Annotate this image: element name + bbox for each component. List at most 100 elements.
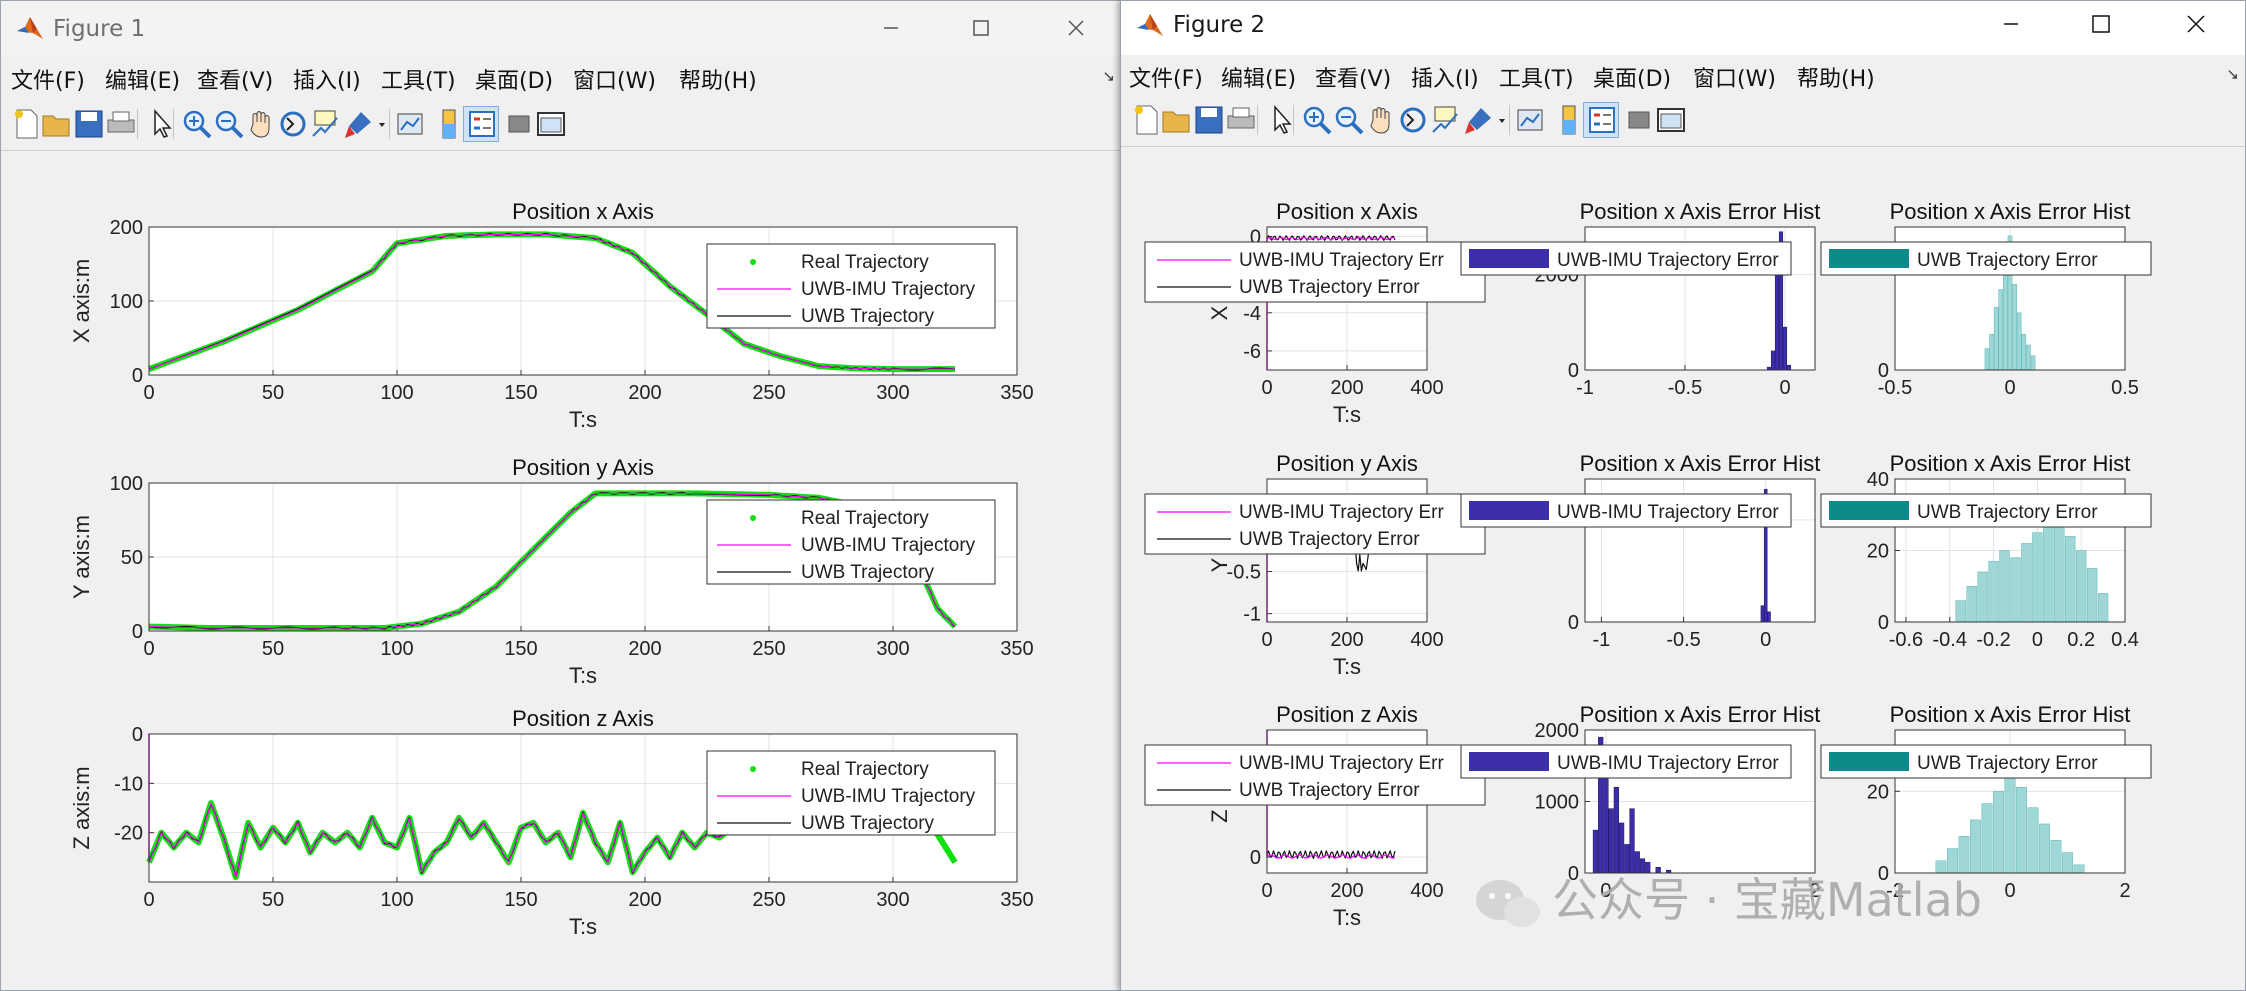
legend-icon [469, 111, 495, 137]
menu-bar: 文件(F) 编辑(E) 查看(V) 插入(I) 工具(T) 桌面(D) 窗口(W… [1121, 57, 2245, 93]
wechat-logo-icon [1476, 880, 1540, 927]
y-tick-label: 200 [110, 217, 143, 239]
title-bar[interactable]: Figure 2 [1121, 1, 2245, 55]
pan-hand-icon [1370, 107, 1390, 134]
hide-plot-tools-button[interactable] [501, 106, 537, 142]
close-button[interactable] [1046, 9, 1106, 47]
x-tick-label: 0 [1760, 629, 1771, 651]
y-tick-label: 1000 [1535, 792, 1580, 814]
menu-file[interactable]: 文件(F) [1129, 67, 1203, 92]
menu-help[interactable]: 帮助(H) [679, 69, 757, 94]
uwb-error-bar [2016, 312, 2022, 371]
x-tick-label: 100 [380, 889, 413, 911]
link-plot-button[interactable] [393, 106, 429, 142]
uwb-error-bar [2043, 514, 2054, 623]
imu-error-bar [1770, 350, 1776, 371]
rotate-3d-button[interactable] [1395, 102, 1431, 138]
menu-file[interactable]: 文件(F) [11, 69, 85, 94]
maximize-button[interactable] [951, 9, 1011, 47]
print-button[interactable] [103, 106, 139, 142]
pan-hand-button[interactable] [243, 106, 279, 142]
hide-plot-tools-icon [1628, 111, 1650, 129]
minimize-button[interactable] [1981, 5, 2041, 43]
show-plot-tools-button[interactable] [533, 106, 569, 142]
legend-label: UWB Trajectory Error [1239, 780, 1420, 801]
show-plot-tools-button[interactable] [1653, 102, 1689, 138]
x-axis-label: T:s [1333, 905, 1361, 930]
y-tick-label: -10 [114, 773, 143, 795]
zoom-in-button[interactable] [1299, 102, 1335, 138]
legend: Real Trajectory UWB-IMU Trajectory UWB Tra… [706, 243, 996, 329]
x-tick-label: 0 [1261, 880, 1272, 902]
legend-label: UWB-IMU Trajectory Err [1239, 502, 1444, 523]
legend-marker-real [750, 515, 756, 521]
menu-view[interactable]: 查看(V) [197, 69, 274, 94]
brush-button[interactable] [341, 106, 389, 142]
new-file-icon [1135, 105, 1158, 135]
data-tips-button[interactable] [1427, 102, 1463, 138]
title-bar[interactable]: Figure 1 [1, 1, 1121, 55]
rotate-3d-button[interactable] [275, 106, 311, 142]
matlab-logo-icon [17, 17, 43, 39]
pointer-button[interactable] [1263, 102, 1299, 138]
menu-tools[interactable]: 工具(T) [381, 69, 456, 94]
link-plot-button[interactable] [1513, 102, 1549, 138]
axes-title: Position y Axis [512, 455, 654, 480]
legend-label: Real Trajectory [801, 759, 929, 780]
menu-window[interactable]: 窗口(W) [1693, 67, 1776, 92]
window-title: Figure 2 [1173, 12, 1266, 38]
legend-label: UWB Trajectory [801, 306, 935, 327]
maximize-button[interactable] [2071, 5, 2131, 43]
toolbar-separator [389, 109, 390, 139]
uwb-error-bar [2097, 593, 2109, 623]
pointer-button[interactable] [143, 106, 179, 142]
menu-desktop[interactable]: 桌面(D) [475, 69, 554, 94]
new-file-button[interactable] [1129, 102, 1165, 138]
y-tick-label: -20 [114, 823, 143, 845]
x-tick-label: 0 [2004, 377, 2015, 399]
dock-arrow-icon[interactable]: ↘ [2226, 66, 2239, 83]
data-tips-button[interactable] [307, 106, 343, 142]
hide-plot-tools-button[interactable] [1621, 102, 1657, 138]
uwb-error-bar [2026, 344, 2031, 371]
menu-tools[interactable]: 工具(T) [1499, 67, 1574, 92]
dock-arrow-icon[interactable]: ↘ [1102, 68, 1115, 85]
x-tick-label: 50 [262, 638, 284, 660]
legend-button[interactable] [463, 106, 499, 142]
zoom-out-button[interactable] [1331, 102, 1367, 138]
save-button[interactable] [71, 106, 107, 142]
y-axis-label: Z axis:m [69, 766, 94, 849]
x-tick-label: 0 [2004, 880, 2015, 902]
open-folder-button[interactable] [1159, 102, 1195, 138]
print-button[interactable] [1223, 102, 1259, 138]
brush-button[interactable] [1461, 102, 1509, 138]
zoom-out-button[interactable] [211, 106, 247, 142]
menu-desktop[interactable]: 桌面(D) [1593, 67, 1672, 92]
x-tick-label: -0.5 [1878, 377, 1912, 399]
x-tick-label: -0.2 [1976, 629, 2010, 651]
colorbar-button[interactable] [431, 106, 467, 142]
axes-frame [1894, 478, 2126, 623]
legend-label: UWB-IMU Trajectory Error [1557, 753, 1779, 774]
menu-insert[interactable]: 插入(I) [293, 69, 361, 94]
pan-hand-button[interactable] [1363, 102, 1399, 138]
x-tick-label: 0 [1779, 377, 1790, 399]
colorbar-button[interactable] [1551, 102, 1587, 138]
menu-help[interactable]: 帮助(H) [1797, 67, 1875, 92]
legend-label: UWB Trajectory Error [1917, 250, 2098, 271]
uwb-error-bar [1977, 571, 1988, 623]
new-file-button[interactable] [9, 106, 45, 142]
save-button[interactable] [1191, 102, 1227, 138]
menu-edit[interactable]: 编辑(E) [105, 69, 181, 94]
legend-button[interactable] [1583, 102, 1619, 138]
minimize-button[interactable] [861, 9, 921, 47]
menu-insert[interactable]: 插入(I) [1411, 67, 1479, 92]
menu-edit[interactable]: 编辑(E) [1221, 67, 1297, 92]
brush-icon [345, 112, 385, 138]
zoom-in-button[interactable] [179, 106, 215, 142]
menu-window[interactable]: 窗口(W) [573, 69, 656, 94]
open-folder-button[interactable] [39, 106, 75, 142]
menu-view[interactable]: 查看(V) [1315, 67, 1392, 92]
close-button[interactable] [2166, 5, 2226, 43]
print-icon [1227, 107, 1255, 129]
